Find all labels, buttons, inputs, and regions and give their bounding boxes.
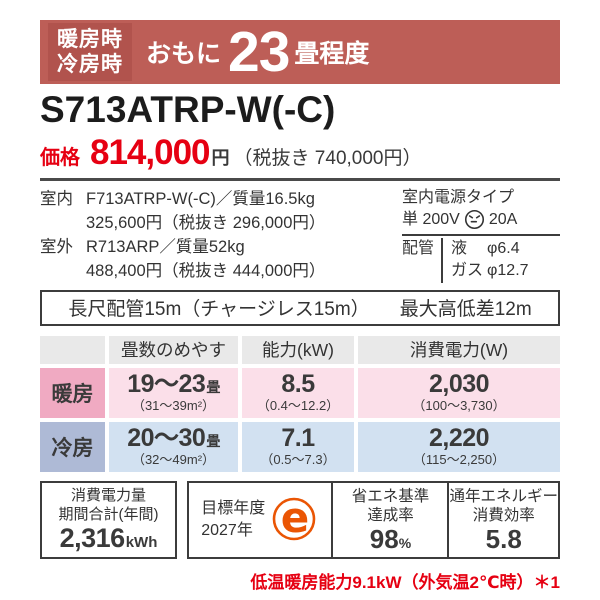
target-year-title: 目標年度 (201, 499, 266, 517)
piping-liquid-label: 液 (451, 240, 468, 258)
capacity-spec-table: 畳数のめやす 能力(kW) 消費電力(W) 暖房 19～23 畳 （31～39m… (40, 335, 560, 472)
heating-capacity-value: 8.5 (281, 369, 315, 398)
annual-consumption-title2: 期間合計(年間) (58, 505, 159, 523)
heating-row-label: 暖房 (40, 367, 105, 418)
apf-section: 通年エネルギー 消費効率 5.8 (449, 483, 558, 557)
heating-capacity-cell: 8.5 （0.4～12.2） (242, 367, 354, 418)
annual-consumption-unit: kWh (125, 534, 158, 552)
annual-consumption-box: 消費電力量 期間合計(年間) 2,316 kWh (40, 480, 177, 559)
low-temp-heating-footnote: 低温暖房能力9.1kW（外気温2℃時）＊1 (250, 572, 560, 592)
cooling-row-label: 冷房 (40, 421, 105, 472)
apf-value: 5.8 (485, 524, 522, 555)
outdoor-unit-price: 488,400円（税抜き 444,000円） (86, 261, 326, 280)
cooling-area-sub: （32～49m²） (131, 451, 216, 467)
standard-achievement-title1: 省エネ基準 (351, 487, 430, 505)
power-spec-line: 単 200V 20A (402, 209, 560, 231)
e-mark-letter: e (281, 493, 310, 542)
standard-achievement-value: 98 (369, 524, 399, 555)
cooling-area-value: 20～30 (127, 423, 206, 452)
cooling-capacity-cell: 7.1 （0.5～7.3） (242, 421, 354, 472)
heating-power-value: 2,030 (428, 369, 490, 398)
energy-label-group-box: 目標年度 2027年 e 省エネ基準 達成率 98 % (187, 480, 560, 559)
unit-spec-section: 室内 F713ATRP-W(-C)／質量16.5kg 325,600円（税抜き … (40, 188, 560, 284)
cooling-power-cell: 2,220 （115～2,250） (358, 421, 560, 472)
cooling-capacity-sub: （0.5～7.3） (260, 451, 336, 467)
apf-title2: 消費効率 (472, 507, 535, 525)
piping-gas-row: ガス φ12.7 (451, 260, 560, 282)
standard-achievement-section: 省エネ基準 達成率 98 % (333, 482, 450, 557)
heating-area-sub: （31～39m²） (131, 397, 216, 413)
heating-area-value: 19～23 (127, 369, 206, 398)
piping-label: 配管 (402, 240, 435, 258)
outdoor-unit-row: 室外 R713ARP／質量52kg 488,400円（税抜き 444,000円） (40, 236, 402, 284)
piping-liquid-value: φ6.4 (487, 240, 520, 258)
indoor-unit-row: 室内 F713ATRP-W(-C)／質量16.5kg 325,600円（税抜き … (40, 188, 402, 236)
cooling-capacity-value: 7.1 (281, 423, 315, 452)
piping-liquid-row: 液 φ6.4 (451, 238, 560, 260)
cooling-power-sub: （115～2,250） (412, 451, 506, 467)
heating-area-unit: 畳 (206, 378, 220, 395)
cooling-area-unit: 畳 (206, 432, 220, 449)
cooling-power-value: 2,220 (428, 423, 490, 452)
outdoor-unit-spec: R713ARP／質量52kg (86, 237, 245, 256)
table-header-area: 畳数のめやす (109, 335, 238, 364)
indoor-unit-label: 室内 (40, 189, 73, 208)
energy-info-row: 消費電力量 期間合計(年間) 2,316 kWh 目標年度 2027年 e (40, 480, 560, 559)
outlet-200v-icon (464, 209, 485, 230)
power-piping-divider (402, 234, 560, 237)
standard-achievement-unit: % (398, 535, 412, 552)
price-label: 価格 (40, 146, 80, 169)
long-piping-note-box: 長尺配管15m（チャージレス15m） 最大高低差12m (40, 289, 560, 326)
target-year-section: 目標年度 2027年 e (189, 482, 334, 557)
mode-cooling-label: 冷房時 (57, 53, 123, 76)
power-amperage: 20A (488, 210, 518, 228)
indoor-unit-spec: F713ATRP-W(-C)／質量16.5kg (86, 189, 315, 208)
price-row: 価格 814,000 円 （税抜き 740,000円） (40, 133, 560, 173)
standard-achievement-title2: 達成率 (367, 507, 414, 525)
table-header-power: 消費電力(W) (358, 335, 560, 364)
annual-consumption-value: 2,316 (59, 523, 126, 554)
power-type-title: 室内電源タイプ (402, 188, 515, 206)
heating-area-cell: 19～23 畳 （31～39m²） (109, 367, 238, 418)
price-tax-note: （税抜き 740,000円） (233, 147, 422, 169)
piping-section: 配管 液 φ6.4 ガス φ12.7 (402, 238, 560, 283)
price-value: 814,000 (90, 132, 211, 172)
capacity-suffix: 畳程度 (294, 40, 370, 69)
capacity-header-bar: 暖房時 冷房時 おもに 23 畳程度 (40, 20, 560, 84)
heating-power-cell: 2,030 （100～3,730） (358, 367, 560, 418)
apf-title1: 通年エネルギー (449, 487, 558, 505)
table-header-blank (40, 335, 105, 364)
table-header-capacity: 能力(kW) (242, 335, 354, 364)
power-piping-panel: 室内電源タイプ 単 200V 20A 配管 液 (402, 188, 560, 284)
outdoor-unit-label: 室外 (40, 237, 73, 256)
mode-label-box: 暖房時 冷房時 (48, 22, 132, 82)
capacity-text: おもに 23 畳程度 (146, 19, 370, 84)
energy-saving-e-mark-icon: e (269, 492, 319, 547)
price-yen-unit: 円 (211, 147, 230, 168)
annual-consumption-title1: 消費電力量 (70, 486, 146, 504)
power-phase-voltage: 単 200V (402, 210, 460, 228)
cooling-area-cell: 20～30 畳 （32～49m²） (109, 421, 238, 472)
heating-capacity-sub: （0.4～12.2） (256, 397, 340, 413)
max-height-diff-note: 最大高低差12m (399, 299, 532, 321)
piping-gas-value: φ12.7 (487, 262, 529, 280)
mode-heating-label: 暖房時 (57, 27, 123, 51)
capacity-prefix: おもに (146, 40, 222, 69)
section-divider (40, 177, 560, 181)
heating-power-sub: （100～3,730） (412, 397, 506, 413)
target-year-value: 2027年 (201, 521, 253, 539)
unit-list: 室内 F713ATRP-W(-C)／質量16.5kg 325,600円（税抜き … (40, 188, 402, 284)
model-number: S713ATRP-W(-C) (40, 89, 336, 130)
piping-gas-label: ガス (451, 262, 484, 280)
indoor-unit-price: 325,600円（税抜き 296,000円） (86, 213, 326, 232)
long-piping-note: 長尺配管15m（チャージレス15m） (68, 299, 370, 321)
capacity-size-number: 23 (228, 19, 290, 84)
